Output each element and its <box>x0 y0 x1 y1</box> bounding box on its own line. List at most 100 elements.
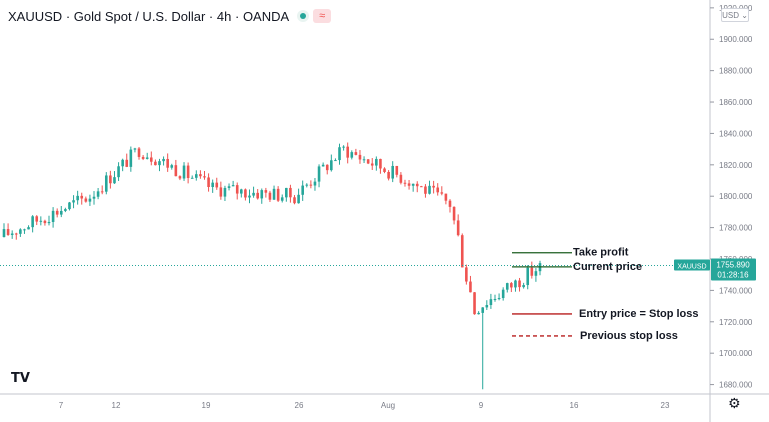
candle-body <box>166 158 169 168</box>
candle-body <box>452 206 456 221</box>
y-tick-label: 1800.000 <box>719 192 753 201</box>
candle-body <box>469 281 472 293</box>
candle-body <box>256 192 259 199</box>
candle-body <box>522 285 525 288</box>
candle-body <box>375 158 378 166</box>
wave-icon[interactable]: ≈ <box>313 9 332 23</box>
candle-body <box>334 160 337 162</box>
candle-body <box>43 220 47 224</box>
tradingview-logo-icon[interactable]: TV <box>11 371 30 386</box>
candle-body <box>264 190 268 193</box>
candle-body <box>285 187 288 198</box>
candle-body <box>109 175 112 184</box>
interval-label: 4h <box>216 8 232 24</box>
y-tick-label: 1900.000 <box>719 35 753 44</box>
candle-body <box>96 191 100 197</box>
candle-body <box>276 188 280 201</box>
candle-body <box>80 195 84 199</box>
candle-body <box>387 171 390 179</box>
candle-body <box>358 154 362 160</box>
candle-body <box>252 192 255 196</box>
candle-body <box>113 177 116 184</box>
candle-body <box>154 161 157 166</box>
source-label: OANDA <box>242 8 290 24</box>
candle-body <box>436 187 440 193</box>
candle-body <box>350 152 354 158</box>
candle-body <box>231 185 235 187</box>
candle-body <box>534 271 538 276</box>
candle-body <box>227 186 231 188</box>
candle-body <box>125 159 129 167</box>
market-open-dot-icon[interactable] <box>297 10 310 22</box>
candle-body <box>280 197 284 201</box>
candle-body <box>309 184 313 186</box>
candle-body <box>35 216 39 222</box>
gear-icon[interactable]: ⚙ <box>728 396 741 412</box>
y-tick-label: 1720.000 <box>719 318 753 327</box>
candle-body <box>10 233 14 235</box>
candle-body <box>137 148 141 157</box>
candle-body <box>145 157 149 159</box>
candle-body <box>47 221 51 224</box>
candle-body <box>14 233 18 235</box>
candle-body <box>121 159 124 167</box>
candle-body <box>465 267 468 282</box>
candle-body <box>330 160 333 171</box>
candle-body <box>149 157 153 162</box>
candle-body <box>530 267 534 276</box>
y-tick-label: 1840.000 <box>719 129 753 138</box>
candle-body <box>211 182 214 188</box>
candle-body <box>489 299 493 306</box>
candle-body <box>207 177 210 188</box>
candle-body <box>51 210 55 222</box>
candle-body <box>104 175 108 192</box>
candle-body <box>182 165 186 179</box>
x-tick-label: Aug <box>381 401 395 410</box>
last-price-value: 1755.890 <box>716 260 750 269</box>
candle-body <box>100 191 104 193</box>
candle-body <box>395 165 399 175</box>
candle-body <box>456 220 460 236</box>
x-tick-label: 26 <box>295 401 304 410</box>
candle-body <box>59 210 63 215</box>
candle-body <box>505 283 509 290</box>
candle-body <box>272 188 276 200</box>
candle-body <box>493 299 497 301</box>
candle-body <box>117 166 120 178</box>
y-tick-label: 1860.000 <box>719 98 753 107</box>
candle-body <box>411 183 415 186</box>
y-tick-label: 1820.000 <box>719 161 753 170</box>
candle-body <box>174 165 178 177</box>
candle-body <box>215 182 219 188</box>
candle-body <box>219 187 223 197</box>
x-tick-label: 16 <box>570 401 579 410</box>
candle-body <box>440 192 444 194</box>
candle-body <box>195 174 198 178</box>
candle-body <box>31 216 34 228</box>
candle-body <box>366 159 370 164</box>
candle-body <box>170 165 174 168</box>
candle-body <box>477 312 480 315</box>
x-tick-label: 19 <box>202 401 211 410</box>
candle-body <box>297 194 300 204</box>
candle-body <box>526 267 530 286</box>
candle-body <box>444 193 448 201</box>
candle-body <box>362 159 366 161</box>
candle-body <box>88 198 92 202</box>
candle-body <box>510 283 513 288</box>
candle-body <box>203 176 206 178</box>
candle-body <box>415 183 419 187</box>
currency-selector[interactable]: USD ⌄ <box>721 8 749 22</box>
bar-countdown: 01:28:16 <box>717 270 749 279</box>
candle-body <box>2 229 6 238</box>
candle-body <box>199 174 202 177</box>
candle-body <box>501 289 505 299</box>
candle-body <box>289 187 292 198</box>
candle-body <box>313 181 317 186</box>
candle-body <box>240 189 243 194</box>
instrument-name: Gold Spot / U.S. Dollar <box>73 8 206 24</box>
x-tick-label: 23 <box>661 401 670 410</box>
candle-body <box>27 227 30 230</box>
candle-body <box>162 158 165 162</box>
